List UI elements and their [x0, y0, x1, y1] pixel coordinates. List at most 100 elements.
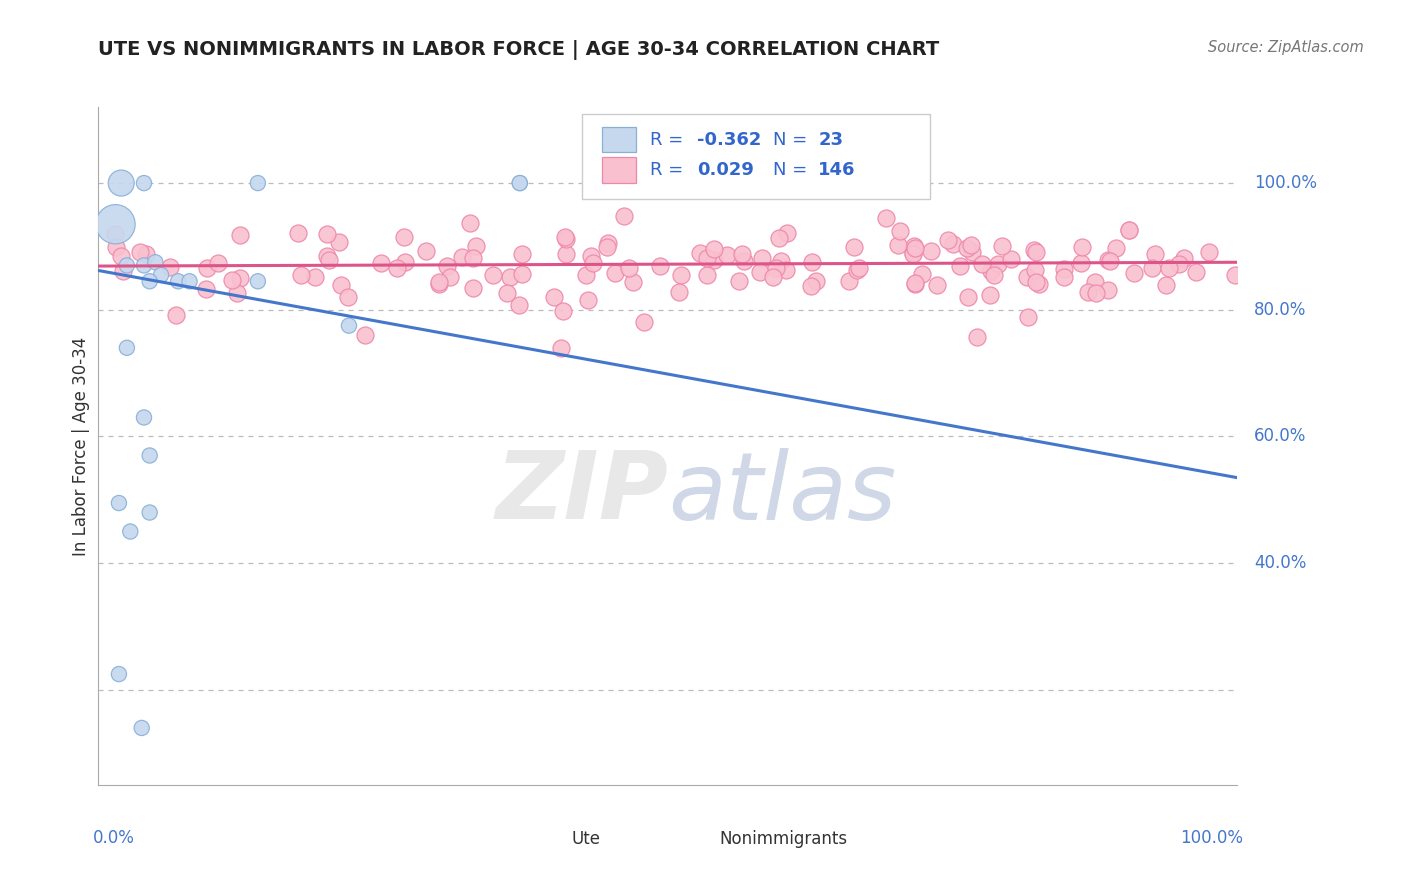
Point: [903, 239, 925, 253]
Point: [749, 265, 772, 279]
Point: [617, 260, 640, 275]
Point: [1024, 243, 1046, 257]
Text: -0.362: -0.362: [697, 130, 762, 149]
Point: [496, 285, 519, 300]
Text: N =: N =: [773, 130, 813, 149]
Point: [509, 176, 531, 190]
Point: [207, 256, 229, 270]
Point: [956, 241, 979, 255]
FancyBboxPatch shape: [668, 829, 711, 850]
Text: UTE VS NONIMMIGRANTS IN LABOR FORCE | AGE 30-34 CORRELATION CHART: UTE VS NONIMMIGRANTS IN LABOR FORCE | AG…: [98, 40, 939, 60]
Point: [1070, 256, 1092, 270]
Point: [844, 240, 866, 254]
Point: [886, 238, 908, 252]
Point: [436, 260, 458, 274]
Point: [579, 249, 602, 263]
Text: atlas: atlas: [668, 448, 896, 539]
Point: [966, 329, 988, 343]
Point: [716, 248, 738, 262]
Point: [104, 227, 127, 242]
Point: [980, 264, 1002, 278]
Point: [650, 259, 672, 273]
Text: ZIP: ZIP: [495, 448, 668, 540]
Point: [703, 252, 725, 267]
Point: [179, 274, 201, 288]
Point: [1223, 268, 1246, 282]
Point: [1025, 275, 1047, 289]
Point: [979, 288, 1001, 302]
Text: 23: 23: [818, 130, 844, 149]
Point: [889, 224, 911, 238]
Point: [1198, 244, 1220, 259]
Point: [1140, 260, 1163, 275]
Point: [1053, 261, 1076, 276]
Point: [138, 274, 160, 288]
Point: [150, 268, 173, 282]
Point: [845, 263, 868, 277]
Point: [427, 277, 450, 291]
Point: [1118, 223, 1140, 237]
Point: [1168, 257, 1191, 271]
Text: 100.0%: 100.0%: [1180, 829, 1243, 847]
Point: [768, 230, 790, 244]
Point: [875, 211, 897, 225]
Point: [290, 268, 312, 283]
Point: [959, 238, 981, 252]
Point: [110, 249, 132, 263]
Point: [927, 278, 949, 293]
Point: [613, 209, 636, 223]
Point: [1084, 275, 1107, 289]
Point: [499, 269, 522, 284]
FancyBboxPatch shape: [602, 127, 636, 153]
Point: [104, 217, 127, 231]
Point: [1025, 244, 1047, 259]
FancyBboxPatch shape: [520, 829, 562, 850]
Point: [229, 270, 252, 285]
Point: [337, 318, 360, 333]
Point: [555, 247, 578, 261]
Point: [246, 176, 269, 190]
Point: [226, 285, 249, 300]
Point: [246, 274, 269, 288]
Point: [1156, 278, 1178, 293]
Point: [336, 290, 359, 304]
Point: [621, 275, 644, 289]
Text: 80.0%: 80.0%: [1254, 301, 1306, 318]
Point: [120, 524, 142, 539]
Point: [1077, 285, 1099, 299]
Point: [165, 308, 187, 322]
Point: [596, 240, 619, 254]
Point: [1098, 254, 1121, 268]
Point: [385, 260, 408, 275]
Point: [131, 721, 153, 735]
Point: [949, 259, 972, 273]
Text: R =: R =: [650, 130, 689, 149]
Point: [508, 298, 530, 312]
Point: [1159, 260, 1181, 275]
Point: [1024, 263, 1046, 277]
Point: [370, 255, 392, 269]
Text: 40.0%: 40.0%: [1254, 554, 1306, 572]
Point: [936, 233, 959, 247]
Point: [972, 257, 994, 271]
Point: [576, 293, 599, 307]
Point: [1185, 265, 1208, 279]
Point: [696, 251, 718, 265]
Point: [575, 268, 598, 282]
Text: Ute: Ute: [571, 830, 600, 848]
Point: [920, 244, 942, 258]
Point: [942, 236, 965, 251]
Point: [105, 240, 128, 254]
Point: [800, 254, 823, 268]
Point: [451, 250, 474, 264]
Point: [603, 266, 626, 280]
Point: [1000, 252, 1022, 266]
Point: [543, 290, 565, 304]
Point: [901, 246, 924, 260]
Point: [138, 506, 160, 520]
Point: [145, 255, 167, 269]
Point: [464, 239, 486, 253]
Point: [439, 270, 461, 285]
Point: [354, 328, 377, 343]
FancyBboxPatch shape: [582, 114, 929, 199]
